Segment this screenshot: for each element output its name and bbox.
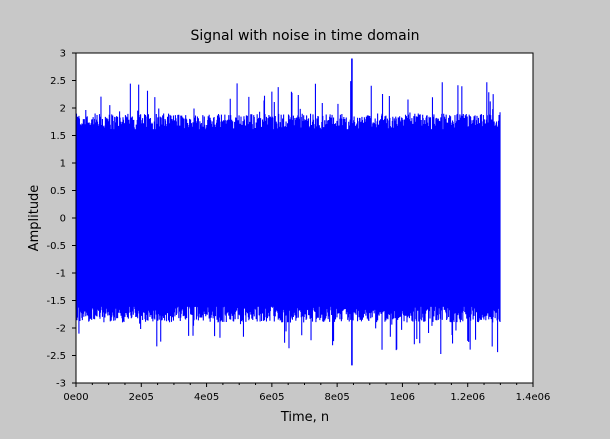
series-signal xyxy=(75,58,501,366)
x-tick-label: 1.2e06 xyxy=(450,392,485,403)
y-tick-label: 3 xyxy=(60,49,66,60)
y-tick-label: 1 xyxy=(60,159,66,170)
y-tick-label: 2.5 xyxy=(50,76,66,87)
y-tick-label: -2.5 xyxy=(46,351,66,362)
y-tick-label: -3 xyxy=(56,379,66,390)
x-axis-label: Time, n xyxy=(280,410,329,425)
y-axis-label: Amplitude xyxy=(27,185,42,252)
y-tick-label: 2 xyxy=(60,104,66,115)
x-tick-label: 4e05 xyxy=(194,392,219,403)
x-tick-label: 2e05 xyxy=(129,392,154,403)
x-tick-label: 8e05 xyxy=(325,392,350,403)
y-tick-label: -0.5 xyxy=(46,241,66,252)
y-tick-label: 0 xyxy=(60,214,66,225)
y-tick-label: -1.5 xyxy=(46,296,66,307)
x-tick-label: 1.4e06 xyxy=(516,392,551,403)
y-axis: 3 2.5 2 1.5 1 0.5 0 -0.5 -1 -1.5 -2 -2.5 -3 xyxy=(46,49,76,390)
chart-title: Signal with noise in time domain xyxy=(190,28,419,44)
y-tick-label: 1.5 xyxy=(50,131,66,142)
x-tick-label: 1e06 xyxy=(390,392,415,403)
y-tick-label: 0.5 xyxy=(50,186,66,197)
x-axis: 0e00 2e05 4e05 6e05 8e05 1e06 1.2e06 1.4e06 xyxy=(63,383,550,403)
x-tick-label: 6e05 xyxy=(259,392,284,403)
x-tick-label: 0e00 xyxy=(63,392,88,403)
y-tick-label: -2 xyxy=(56,324,66,335)
y-tick-label: -1 xyxy=(56,269,66,280)
signal-dense-band xyxy=(76,129,501,307)
